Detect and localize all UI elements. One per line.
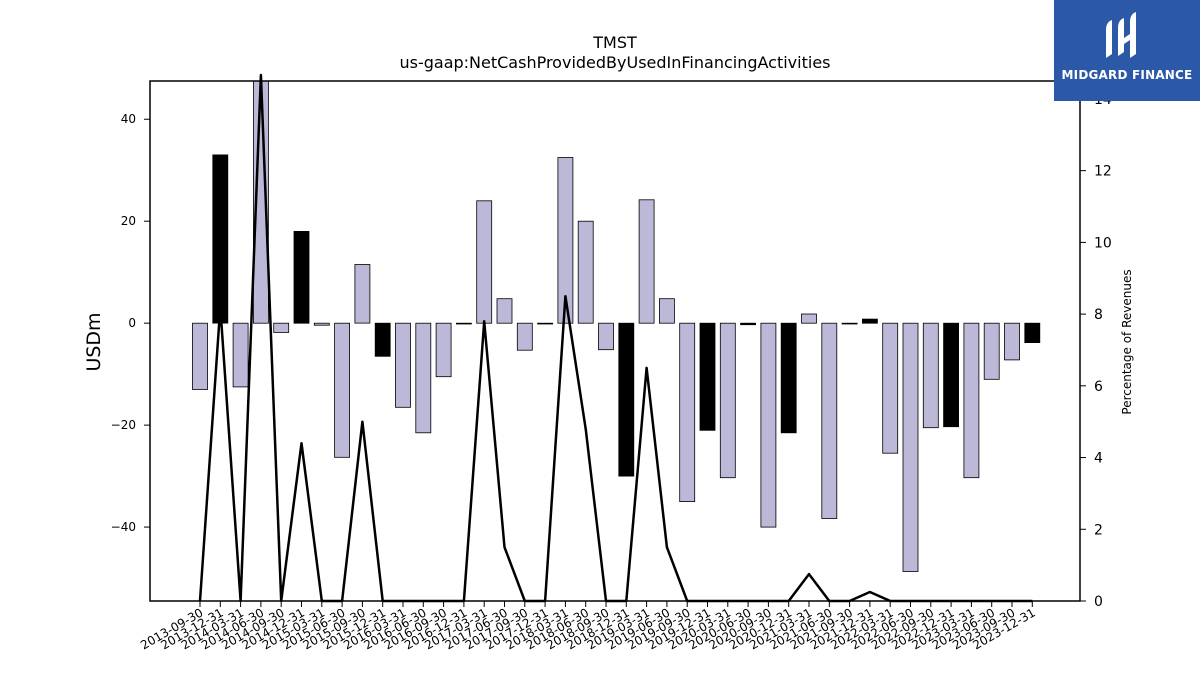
- y-tick-label: 0: [128, 316, 136, 330]
- bar: [577, 220, 594, 324]
- y2-tick-label: 8: [1094, 307, 1103, 323]
- bar: [699, 322, 716, 431]
- y2-axis-label: Percentage of Revenues: [1120, 269, 1134, 414]
- logo-text: MIDGARD FINANCE: [1061, 68, 1193, 82]
- bar: [659, 298, 675, 324]
- bar: [557, 157, 574, 324]
- bar: [232, 322, 249, 388]
- y2-tick-label: 4: [1094, 451, 1103, 467]
- chart-subtitle: us-gaap:NetCashProvidedByUsedInFinancing…: [399, 53, 830, 72]
- bar: [415, 322, 432, 434]
- bar: [516, 322, 533, 351]
- bar: [719, 322, 736, 479]
- bar: [882, 322, 899, 454]
- y-tick-label: 20: [121, 214, 136, 228]
- midgard-finance-logo: MIDGARD FINANCE: [1054, 0, 1200, 101]
- y2-tick-label: 10: [1094, 235, 1112, 251]
- bar: [963, 322, 980, 479]
- bar: [455, 322, 472, 325]
- bar: [395, 322, 411, 408]
- bar: [801, 313, 817, 324]
- bar: [902, 322, 919, 572]
- bar: [821, 322, 838, 519]
- bar: [1004, 322, 1020, 361]
- bar: [313, 322, 330, 326]
- bar: [1024, 322, 1041, 344]
- y-tick-label: −20: [111, 418, 136, 432]
- bar: [679, 322, 696, 503]
- bars-layer: [192, 80, 1041, 572]
- bar: [496, 298, 513, 324]
- bar: [598, 322, 614, 351]
- bar: [537, 322, 553, 325]
- y2-tick-label: 6: [1094, 379, 1103, 395]
- bar: [943, 322, 959, 428]
- y-tick-label: 40: [121, 112, 136, 126]
- plot-frame: [149, 80, 1081, 602]
- bar: [780, 322, 797, 434]
- bar: [374, 322, 391, 357]
- bar: [293, 230, 310, 324]
- logo-mark-icon: [1106, 12, 1136, 58]
- bar: [435, 322, 452, 378]
- bar: [760, 322, 777, 528]
- y-tick-label: −40: [111, 520, 136, 534]
- bar: [273, 322, 290, 333]
- chart-title: TMST: [592, 33, 637, 52]
- bar: [740, 322, 756, 326]
- bar: [841, 322, 858, 325]
- bar: [983, 322, 1000, 380]
- bar: [922, 322, 939, 429]
- bar: [638, 199, 655, 324]
- bar: [334, 322, 351, 458]
- y-axis-label: USDm: [83, 312, 105, 371]
- bar: [212, 154, 229, 324]
- y2-tick-label: 0: [1094, 594, 1103, 610]
- bar: [192, 322, 208, 390]
- bar: [618, 322, 635, 477]
- bar: [354, 264, 371, 324]
- bar: [476, 200, 493, 324]
- y2-tick-label: 12: [1094, 164, 1112, 180]
- bar: [862, 318, 878, 324]
- y2-tick-label: 2: [1094, 522, 1103, 538]
